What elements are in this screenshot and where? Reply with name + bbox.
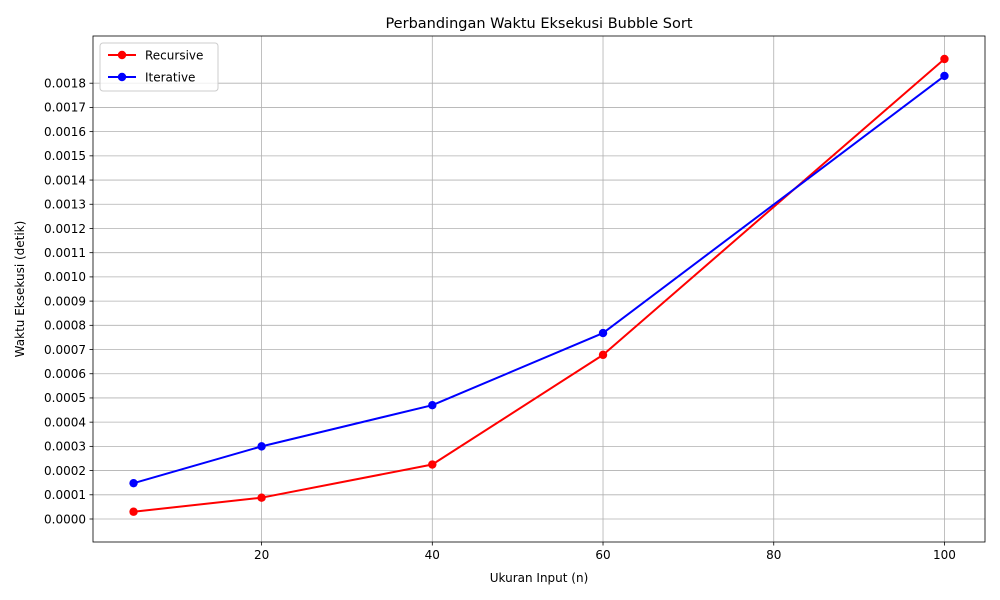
legend-swatch-marker — [117, 50, 127, 60]
data-point-recursive — [598, 350, 608, 360]
x-axis-label: Ukuran Input (n) — [490, 571, 589, 585]
y-axis-label: Waktu Eksekusi (detik) — [13, 221, 27, 358]
legend-entry-label: Iterative — [145, 70, 195, 84]
grid — [93, 36, 985, 542]
y-tick-label: 0.0014 — [44, 173, 86, 187]
y-tick-label: 0.0017 — [44, 101, 86, 115]
y-tick-label: 0.0009 — [44, 294, 86, 308]
legend-entry-label: Recursive — [145, 48, 203, 62]
y-tick-label: 0.0000 — [44, 512, 86, 526]
data-point-recursive — [257, 493, 266, 502]
chart-title: Perbandingan Waktu Eksekusi Bubble Sort — [385, 16, 692, 32]
y-tick-label: 0.0018 — [44, 77, 86, 91]
plot-area-frame — [92, 35, 986, 543]
y-tick-label: 0.0002 — [44, 464, 86, 478]
x-axis: 20 40 60 80 100 — [254, 542, 956, 562]
y-axis: 0.0000 0.0001 0.0002 0.0003 0.0004 0.0005 0.00… — [44, 77, 93, 526]
y-tick-label: 0.0010 — [44, 270, 86, 284]
data-point-recursive — [428, 460, 437, 469]
x-tick-label: 40 — [425, 548, 440, 562]
y-tick-label: 0.0015 — [44, 149, 86, 163]
y-tick-label: 0.0011 — [44, 246, 86, 260]
x-tick-label: 20 — [254, 548, 269, 562]
y-tick-label: 0.0016 — [44, 125, 86, 139]
y-tick-label: 0.0006 — [44, 367, 86, 381]
data-point-iterative — [940, 71, 949, 81]
legend: Recursive Iterative — [99, 42, 219, 92]
y-tick-label: 0.0007 — [44, 343, 86, 357]
y-tick-label: 0.0013 — [44, 198, 86, 212]
series — [129, 54, 949, 516]
y-tick-label: 0.0001 — [44, 488, 86, 502]
legend-swatch-marker — [117, 72, 127, 82]
y-tick-label: 0.0008 — [44, 319, 86, 333]
data-point-iterative — [129, 478, 138, 488]
y-tick-label: 0.0004 — [44, 415, 86, 429]
y-tick-label: 0.0012 — [44, 222, 86, 236]
x-tick-label: 100 — [933, 548, 956, 562]
data-point-iterative — [598, 328, 608, 338]
x-tick-label: 80 — [766, 548, 781, 562]
y-tick-label: 0.0003 — [44, 440, 86, 454]
y-tick-label: 0.0005 — [44, 391, 86, 405]
data-point-recursive — [940, 54, 949, 64]
data-point-iterative — [428, 401, 437, 410]
data-point-iterative — [257, 442, 266, 451]
x-tick-label: 60 — [595, 548, 610, 562]
data-point-recursive — [129, 507, 138, 516]
